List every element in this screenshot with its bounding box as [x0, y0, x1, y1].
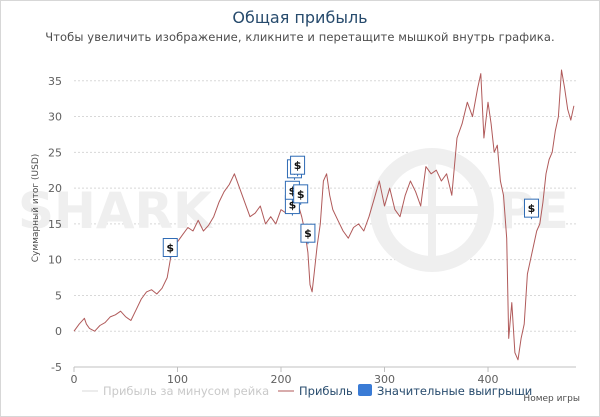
legend-label-wins: Значительные выигрыши [377, 384, 532, 398]
y-tick-label: 0 [55, 325, 62, 338]
y-tick-label: -5 [51, 361, 62, 374]
x-tick-label: 300 [374, 373, 395, 386]
big-win-marker-box [162, 238, 178, 258]
y-tick-label: 35 [48, 75, 62, 88]
legend-label-profit: Прибыль [299, 384, 353, 398]
y-tick-label: 5 [55, 289, 62, 302]
x-axis-title: Номер игры [523, 394, 580, 404]
y-tick-label: 20 [48, 182, 62, 195]
legend-item-rake[interactable]: Прибыль за минусом рейка [82, 384, 269, 398]
x-tick-label: 0 [71, 373, 78, 386]
chart-title: Общая прибыль [232, 8, 368, 27]
big-win-marker[interactable]: $ [162, 238, 178, 259]
y-axis-title: Суммарный итог (USD) [31, 154, 41, 263]
legend-item-profit[interactable]: Прибыль [278, 384, 353, 398]
big-win-marker-box [293, 184, 309, 204]
y-tick-label: 30 [48, 111, 62, 124]
big-win-marker-box [300, 223, 316, 243]
legend-item-wins[interactable]: Значительные выигрыши [358, 384, 532, 398]
x-tick-label: 400 [478, 373, 499, 386]
series-line-profit[interactable] [73, 69, 575, 361]
y-tick-label: 10 [48, 254, 62, 267]
x-tick-label: 100 [167, 373, 188, 386]
big-win-marker-label: $ [289, 199, 297, 212]
chart-subtitle: Чтобы увеличить изображение, кликните и … [45, 30, 555, 44]
legend-label-rake: Прибыль за минусом рейка [103, 384, 269, 398]
big-win-marker-box [523, 198, 539, 218]
big-win-marker[interactable]: $ [293, 184, 309, 205]
legend-swatch-wins [358, 384, 372, 396]
big-win-marker-label: $ [294, 159, 302, 172]
x-tick-label: 200 [271, 373, 292, 386]
y-tick-label: 15 [48, 218, 62, 231]
big-win-marker[interactable]: $ [523, 198, 539, 220]
big-win-marker[interactable]: $ [300, 223, 316, 245]
watermark-scope-icon [370, 148, 494, 272]
big-win-marker-box [290, 155, 306, 175]
big-win-marker-label: $ [528, 202, 536, 215]
y-tick-label: 25 [48, 146, 62, 159]
big-win-marker[interactable]: $ [290, 155, 306, 177]
big-win-marker-label: $ [289, 184, 297, 197]
big-win-marker-label: $ [166, 242, 174, 255]
big-win-marker-label: $ [297, 188, 305, 201]
watermark-text-left: SHARK [18, 182, 214, 240]
big-win-marker-label: $ [304, 227, 312, 240]
